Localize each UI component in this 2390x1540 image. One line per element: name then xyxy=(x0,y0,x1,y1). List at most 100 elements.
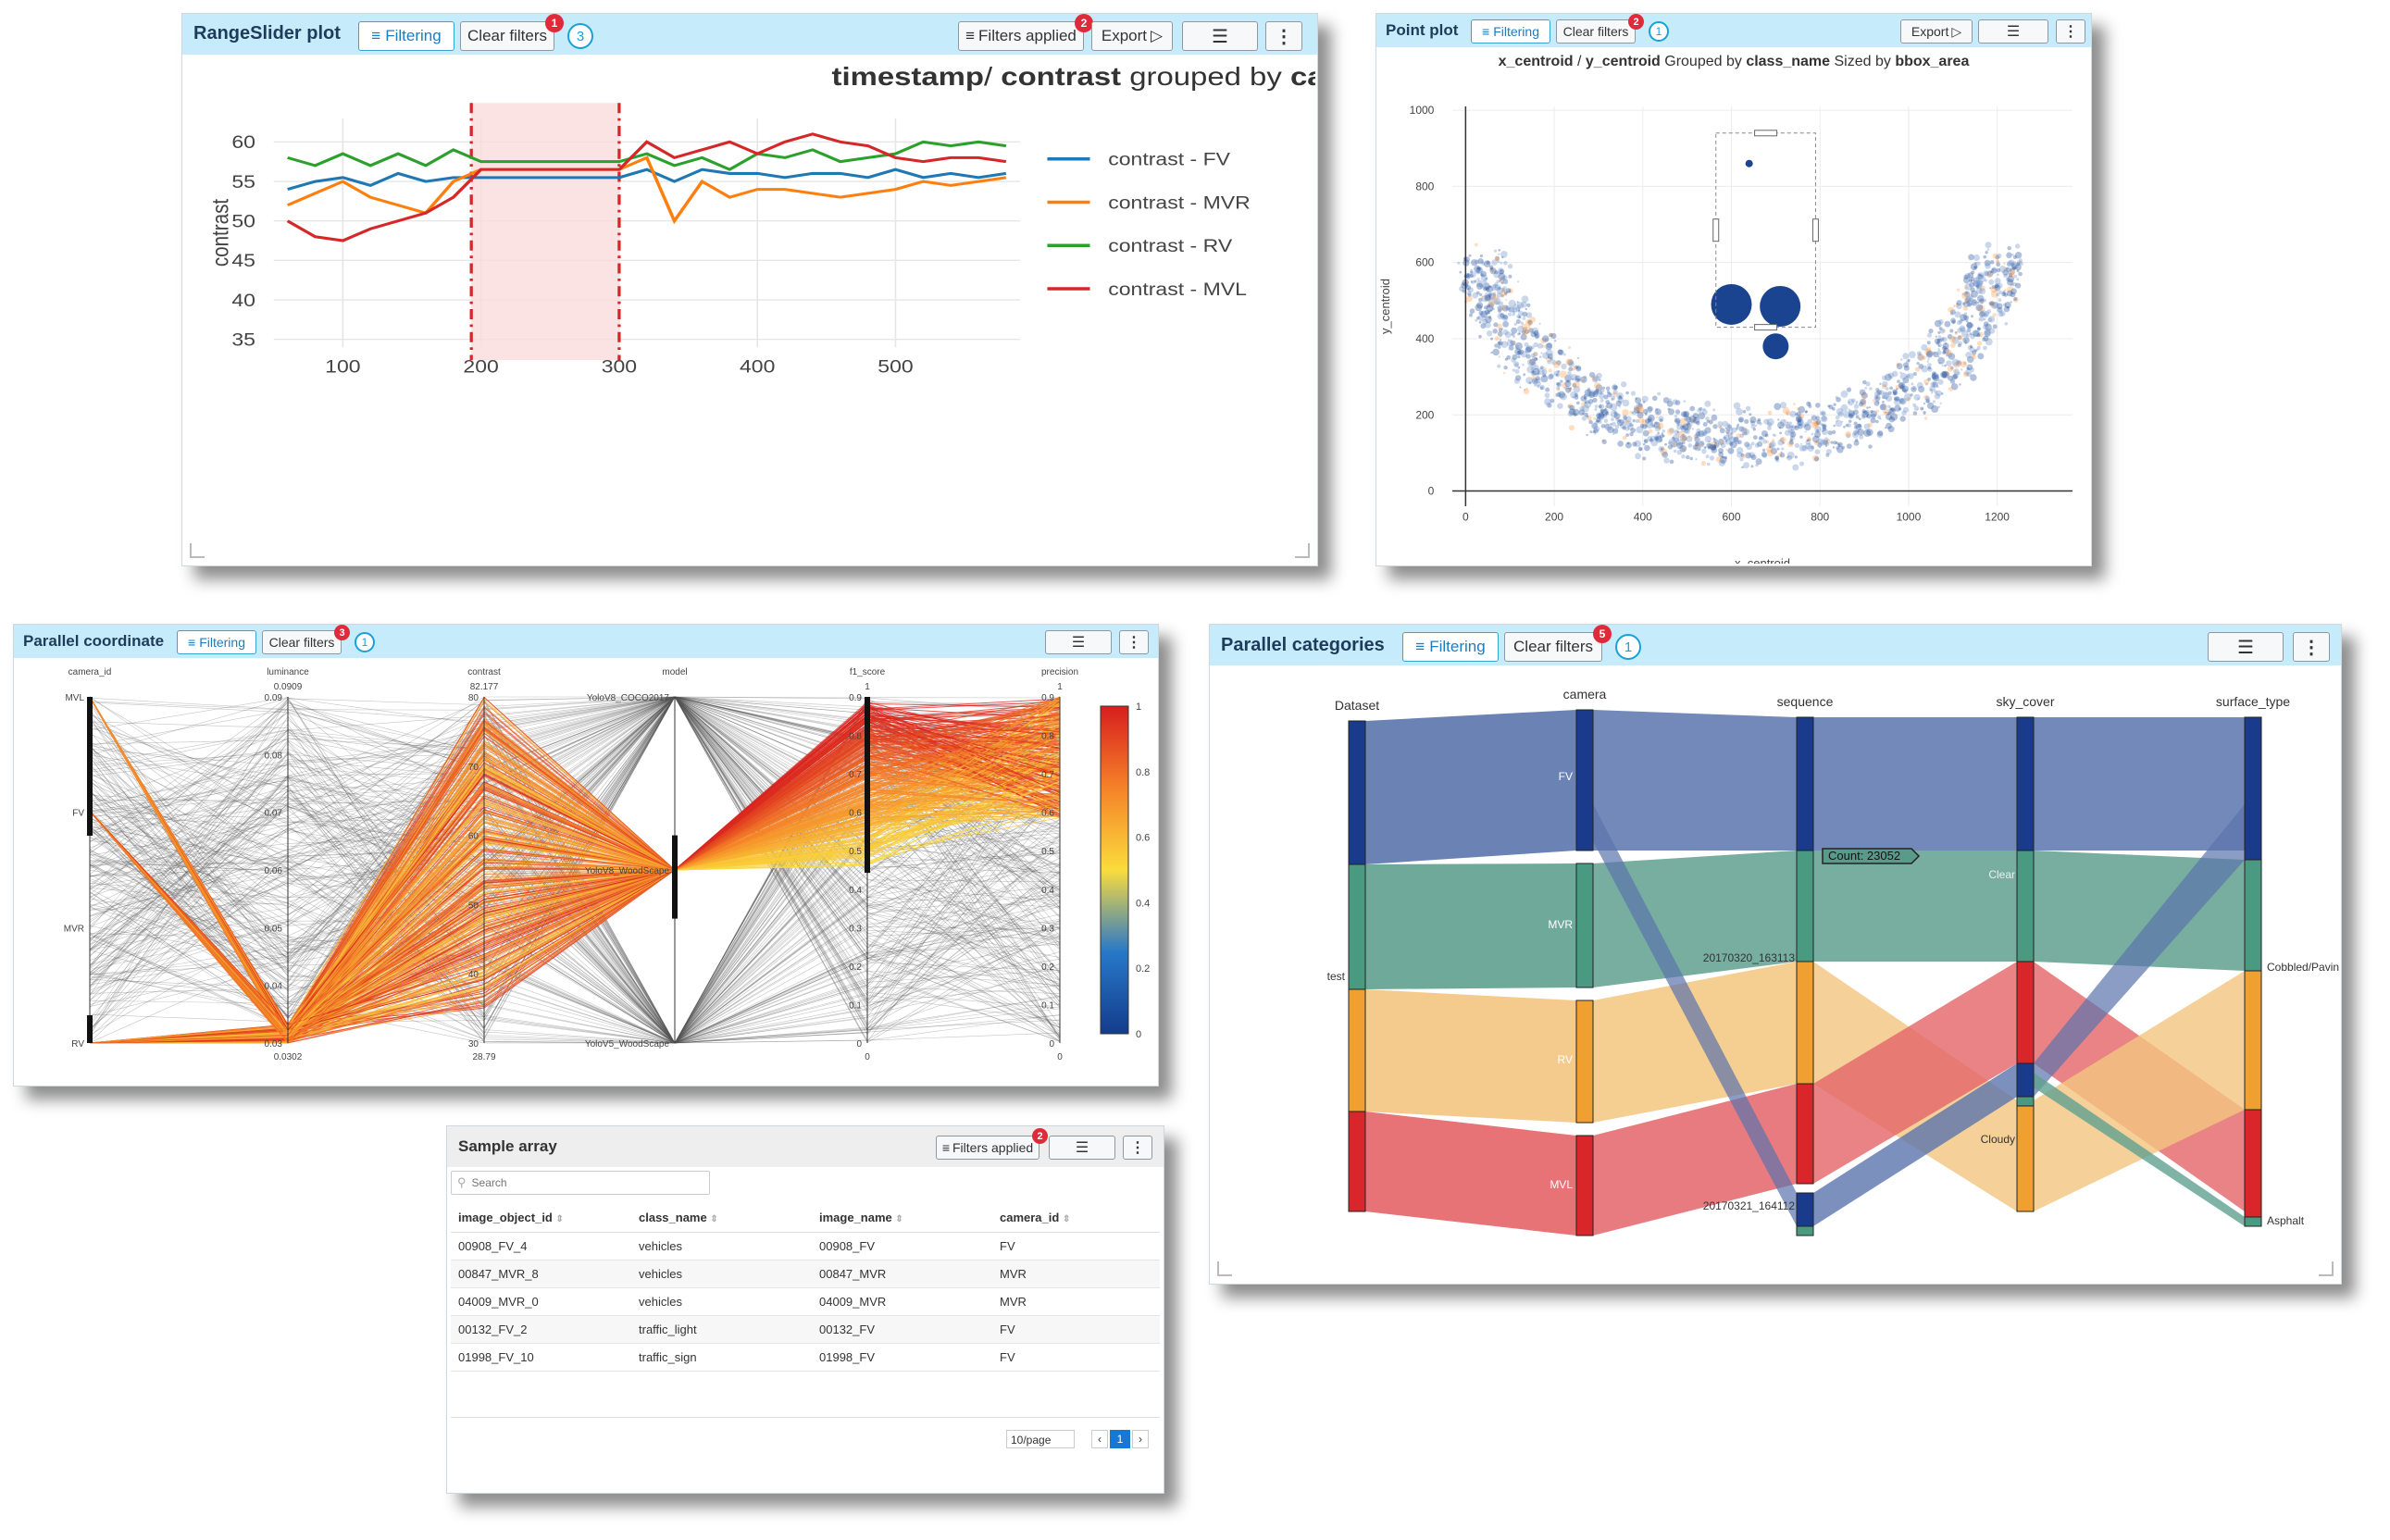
settings-button[interactable]: ☰ xyxy=(1045,630,1112,654)
scatter-point xyxy=(1969,294,1973,299)
page-number-button[interactable]: 1 xyxy=(1110,1430,1130,1448)
resize-handle-right[interactable] xyxy=(1295,543,1310,558)
more-menu-button[interactable]: ⋮ xyxy=(1119,630,1149,654)
info-count-badge[interactable]: 1 xyxy=(355,632,375,652)
scatter-point xyxy=(1497,364,1501,368)
clear-filters-button[interactable]: Clear filters xyxy=(1556,19,1636,43)
scatter-point xyxy=(1836,446,1844,453)
scatter-point xyxy=(1899,358,1903,361)
table-row[interactable]: 04009_MVR_0 vehicles 04009_MVR MVR xyxy=(451,1287,1160,1315)
table-row[interactable]: 01998_FV_10 traffic_sign 01998_FV FV xyxy=(451,1343,1160,1371)
scatter-point xyxy=(1970,287,1975,292)
scatter-point xyxy=(1722,420,1728,428)
table-cell: 04009_MVR xyxy=(819,1294,887,1309)
scatter-point xyxy=(1531,327,1539,335)
category-ribbon xyxy=(2034,1073,2245,1226)
context-line xyxy=(89,702,1061,1044)
scatter-point xyxy=(1622,418,1627,423)
scatter-point xyxy=(1934,392,1941,400)
column-header[interactable]: class_name ⇕ xyxy=(639,1211,718,1225)
scatter-point xyxy=(1812,454,1819,462)
scatter-point xyxy=(1935,335,1938,338)
settings-button[interactable]: ☰ xyxy=(1978,19,2048,43)
scatter-point xyxy=(1997,253,2002,259)
more-menu-button[interactable]: ⋮ xyxy=(2293,632,2330,662)
scatter-point xyxy=(1499,335,1502,338)
clear-filters-button[interactable]: Clear filters xyxy=(460,21,554,51)
table-row[interactable]: 00847_MVR_8 vehicles 00847_MVR MVR xyxy=(451,1260,1160,1287)
scatter-point xyxy=(1926,341,1931,345)
scatter-point xyxy=(1978,331,1984,338)
scatter-point xyxy=(1857,428,1864,436)
scatter-point xyxy=(1517,309,1521,312)
column-header[interactable]: image_name ⇕ xyxy=(819,1211,903,1225)
scatter-point xyxy=(1807,444,1815,453)
scatter-point xyxy=(1824,444,1828,448)
resize-handle-left[interactable] xyxy=(1217,1261,1232,1276)
resize-handle-right[interactable] xyxy=(2319,1261,2334,1276)
table-row[interactable]: 00132_FV_2 traffic_light 00132_FV FV xyxy=(451,1315,1160,1343)
scatter-point xyxy=(1648,415,1655,422)
scatter-point xyxy=(1970,263,1978,271)
filtering-button[interactable]: ≡ Filtering xyxy=(1471,19,1550,43)
info-count-badge[interactable]: 1 xyxy=(1615,634,1641,660)
filters-applied-button[interactable]: ≡ Filters applied xyxy=(958,21,1084,51)
pointplot-chart[interactable]: x_centroid / y_centroid Grouped by class… xyxy=(1376,47,2089,564)
parcoords-chart[interactable]: camera_idMVLFVMVRRVluminance0.09090.0302… xyxy=(14,658,1156,1084)
table-row[interactable]: 00908_FV_4 vehicles 00908_FV FV xyxy=(451,1232,1160,1260)
scatter-point xyxy=(1632,419,1636,423)
scatter-point xyxy=(1556,388,1561,391)
scatter-point xyxy=(1812,435,1820,443)
prev-page-button[interactable]: ‹ xyxy=(1091,1430,1108,1448)
column-header[interactable]: image_object_id ⇕ xyxy=(458,1211,564,1225)
scatter-point xyxy=(1613,413,1621,419)
scatter-point xyxy=(1599,404,1605,410)
scatter-point xyxy=(1918,386,1925,393)
rangeslider-chart[interactable]: timestamp/ contrast grouped by camera 35… xyxy=(182,55,1315,564)
settings-button[interactable]: ☰ xyxy=(1182,21,1258,51)
scatter-point xyxy=(1556,382,1562,388)
search-input[interactable] xyxy=(469,1175,687,1190)
scatter-point xyxy=(1534,379,1537,383)
clear-filters-button[interactable]: Clear filters xyxy=(1504,632,1602,662)
data-line xyxy=(89,714,1061,1044)
scatter-point xyxy=(1725,429,1730,434)
scatter-point xyxy=(1627,424,1634,430)
more-menu-button[interactable]: ⋮ xyxy=(1265,21,1302,51)
scatter-point xyxy=(1724,455,1728,460)
scatter-point xyxy=(1817,438,1824,445)
scatter-point xyxy=(1866,415,1869,417)
scatter-point xyxy=(1604,423,1610,429)
scatter-point xyxy=(1500,328,1504,330)
export-button[interactable]: Export ▷ xyxy=(1900,19,1973,43)
scatter-point xyxy=(1683,412,1689,418)
settings-button[interactable]: ☰ xyxy=(1049,1136,1115,1160)
search-box[interactable]: ⚲ xyxy=(451,1171,710,1195)
column-header[interactable]: camera_id ⇕ xyxy=(1000,1211,1071,1225)
scatter-point xyxy=(1790,437,1793,440)
category-bar xyxy=(2244,716,2262,861)
more-menu-button[interactable]: ⋮ xyxy=(2056,19,2085,43)
scatter-point xyxy=(1950,342,1956,348)
info-count-badge[interactable]: 1 xyxy=(1649,21,1669,42)
info-count-badge[interactable]: 3 xyxy=(567,23,593,49)
filtering-button[interactable]: ≡ Filtering xyxy=(177,630,256,654)
next-page-button[interactable]: › xyxy=(1132,1430,1149,1448)
settings-button[interactable]: ☰ xyxy=(2208,632,2284,662)
scatter-point xyxy=(1715,456,1723,463)
scatter-point xyxy=(1725,431,1730,436)
filtering-button[interactable]: ≡ Filtering xyxy=(1402,632,1499,662)
filters-applied-button[interactable]: ≡ Filters applied xyxy=(936,1136,1039,1160)
more-menu-button[interactable]: ⋮ xyxy=(1123,1136,1152,1160)
export-button[interactable]: Export ▷ xyxy=(1091,21,1173,51)
scatter-point xyxy=(1534,365,1539,370)
category-ribbon xyxy=(1365,863,1576,989)
page-size-select[interactable]: 10/page xyxy=(1006,1430,1075,1448)
context-line xyxy=(89,860,1061,1044)
resize-handle-left[interactable] xyxy=(190,543,205,558)
filtering-button[interactable]: ≡ Filtering xyxy=(358,21,454,51)
clear-filters-button[interactable]: Clear filters xyxy=(262,630,342,654)
scatter-point xyxy=(1644,444,1650,452)
axis-tick-label: MVR xyxy=(64,924,84,934)
